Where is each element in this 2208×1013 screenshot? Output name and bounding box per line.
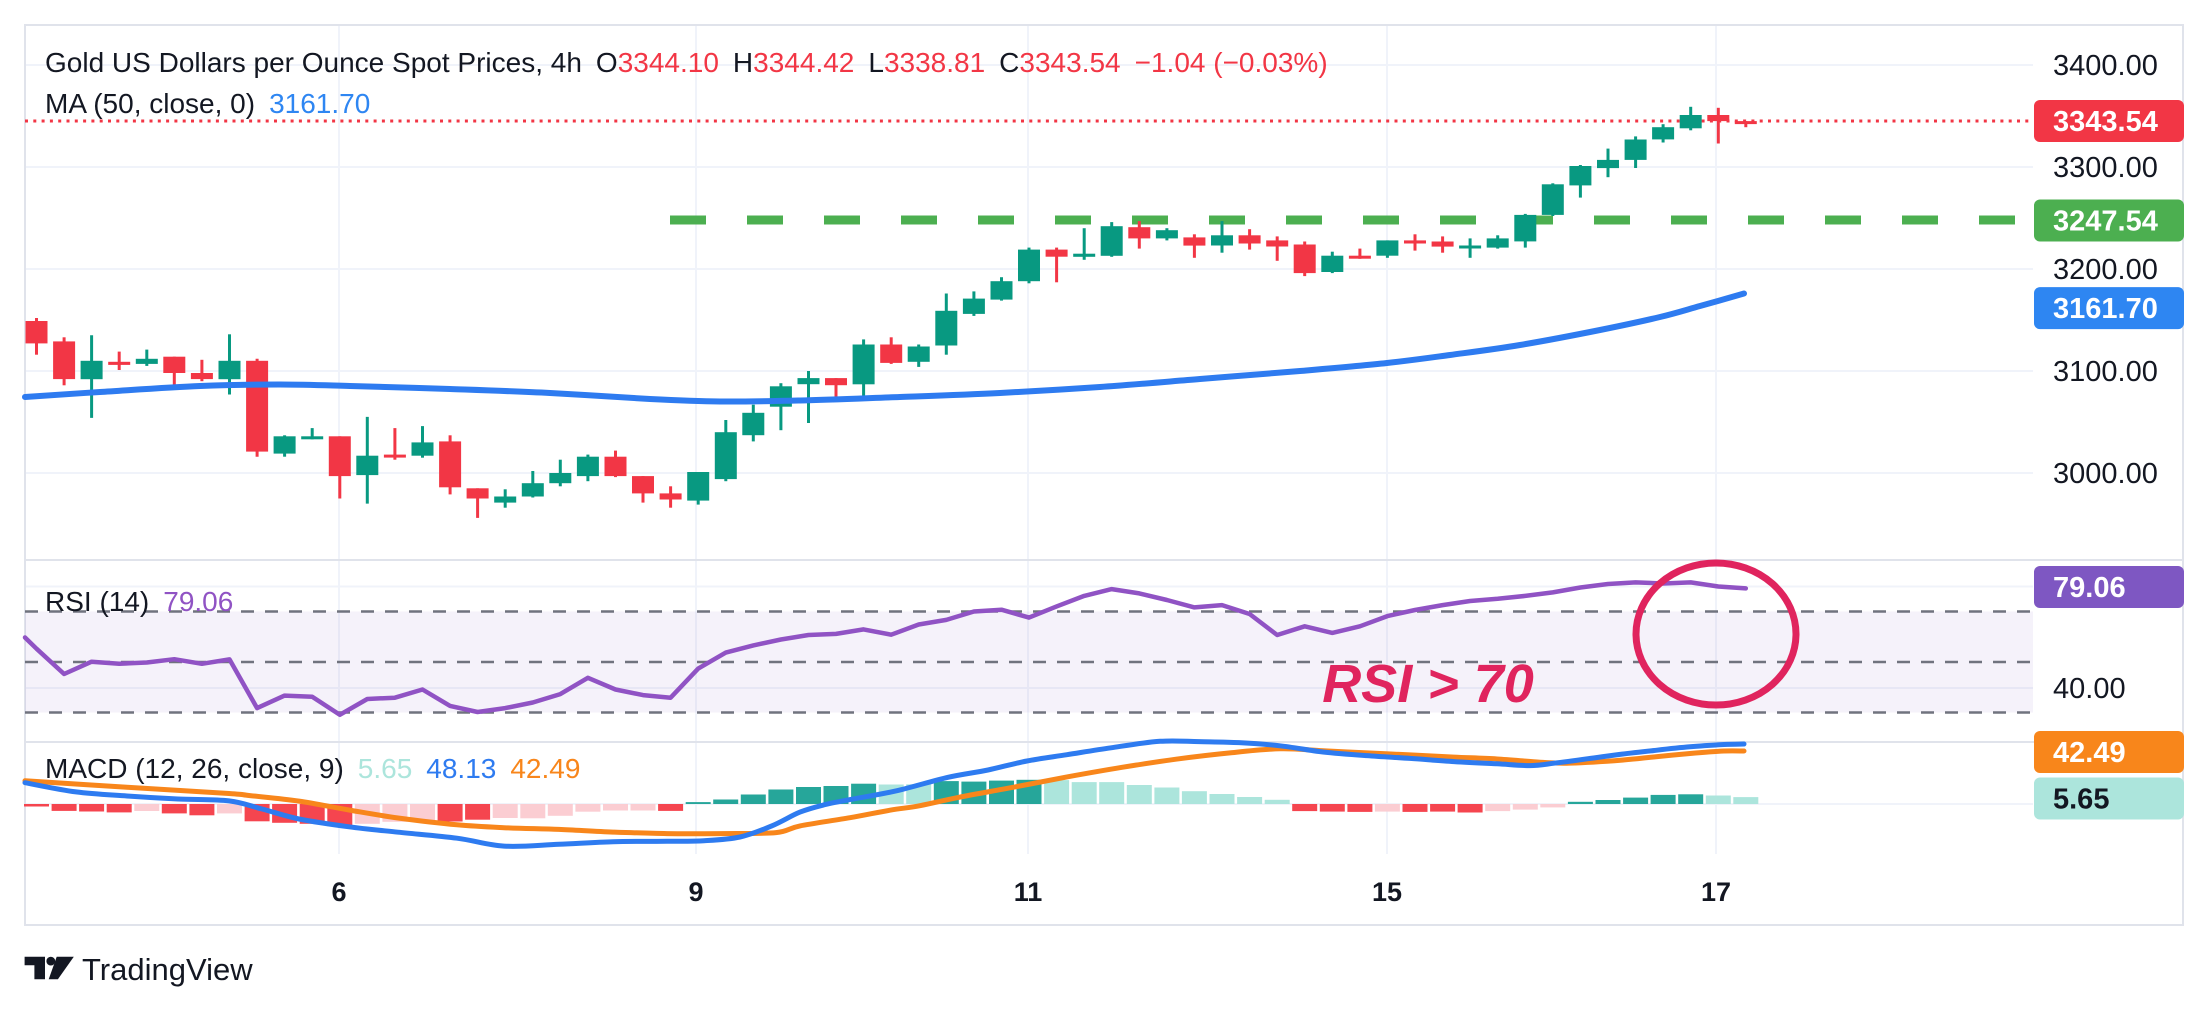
svg-text:42.49: 42.49	[2053, 737, 2126, 769]
svg-text:6: 6	[331, 877, 346, 907]
svg-text:3300.00: 3300.00	[2053, 152, 2158, 184]
svg-text:40.00: 40.00	[2053, 673, 2126, 705]
svg-text:3100.00: 3100.00	[2053, 356, 2158, 388]
svg-text:3161.70: 3161.70	[2053, 293, 2158, 325]
svg-text:3400.00: 3400.00	[2053, 50, 2158, 82]
svg-text:3000.00: 3000.00	[2053, 458, 2158, 490]
svg-text:79.06: 79.06	[2053, 572, 2126, 604]
svg-text:3343.54: 3343.54	[2053, 106, 2158, 138]
svg-text:TradingView: TradingView	[82, 952, 253, 987]
svg-text:15: 15	[1372, 877, 1402, 907]
svg-text:3200.00: 3200.00	[2053, 254, 2158, 286]
svg-text:5.65: 5.65	[2053, 783, 2109, 815]
svg-text:11: 11	[1014, 877, 1043, 907]
svg-text:9: 9	[688, 877, 703, 907]
svg-text:3247.54: 3247.54	[2053, 206, 2158, 238]
svg-text:RSI > 70: RSI > 70	[1322, 654, 1534, 714]
svg-text:Gold US Dollars per Ounce Spot: Gold US Dollars per Ounce Spot Prices, 4…	[45, 47, 1328, 78]
svg-text:MACD (12, 26, close, 9) 5.65 4: MACD (12, 26, close, 9) 5.65 48.13 42.49	[45, 753, 580, 784]
svg-text:17: 17	[1701, 877, 1731, 907]
svg-text:MA (50, close, 0) 3161.70: MA (50, close, 0) 3161.70	[45, 88, 370, 119]
svg-text:RSI (14) 79.06: RSI (14) 79.06	[45, 586, 233, 617]
